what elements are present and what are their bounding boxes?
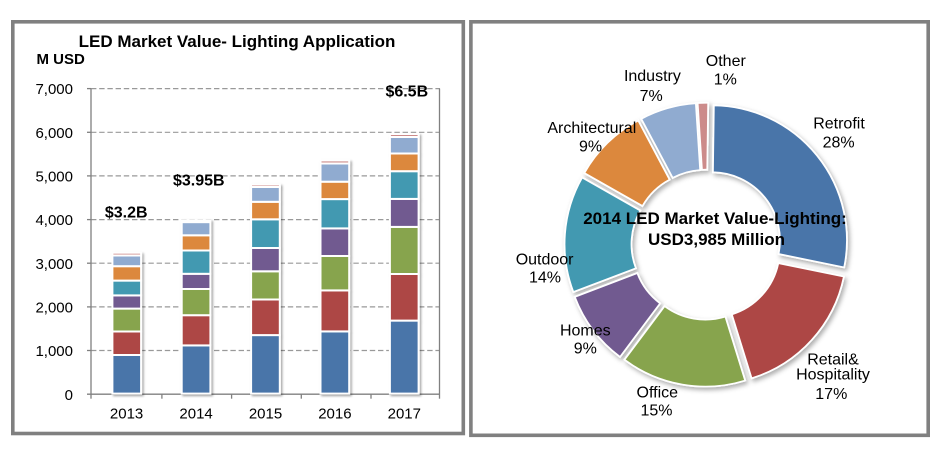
svg-text:1,000: 1,000	[35, 343, 73, 360]
svg-text:28%: 28%	[823, 135, 855, 152]
svg-text:Office: Office	[637, 385, 679, 402]
svg-text:2014: 2014	[179, 406, 212, 423]
svg-text:Outdoor: Outdoor	[516, 251, 574, 268]
svg-text:2014 LED Market Value-Lighting: 2014 LED Market Value-Lighting:	[583, 209, 847, 228]
svg-text:9%: 9%	[574, 341, 597, 358]
svg-text:3,000: 3,000	[35, 256, 73, 273]
svg-text:9%: 9%	[579, 139, 602, 156]
svg-text:7%: 7%	[640, 88, 663, 105]
svg-text:2016: 2016	[318, 406, 351, 423]
svg-text:6,000: 6,000	[35, 125, 73, 142]
svg-text:1%: 1%	[714, 71, 737, 88]
svg-text:Architectural: Architectural	[547, 120, 636, 137]
svg-text:Other: Other	[706, 53, 747, 70]
svg-text:M USD: M USD	[37, 51, 86, 68]
svg-text:15%: 15%	[640, 403, 672, 420]
svg-text:2013: 2013	[110, 406, 143, 423]
svg-text:Industry: Industry	[624, 68, 681, 85]
svg-text:2,000: 2,000	[35, 300, 73, 317]
svg-text:14%: 14%	[529, 270, 561, 287]
svg-text:Retail&: Retail&	[807, 352, 859, 369]
svg-text:Homes: Homes	[560, 323, 611, 340]
svg-text:USD3,985 Million: USD3,985 Million	[648, 230, 785, 249]
svg-text:$3.2B: $3.2B	[105, 204, 148, 221]
svg-text:Hospitality: Hospitality	[796, 367, 870, 384]
svg-text:$6.5B: $6.5B	[385, 84, 428, 101]
svg-text:4,000: 4,000	[35, 212, 73, 229]
svg-text:Retrofit: Retrofit	[813, 115, 865, 132]
svg-text:0: 0	[65, 387, 73, 404]
svg-text:17%: 17%	[815, 386, 847, 403]
svg-text:2017: 2017	[388, 406, 421, 423]
svg-text:$3.95B: $3.95B	[173, 173, 225, 190]
svg-text:LED Market Value- Lighting App: LED Market Value- Lighting Application	[79, 32, 396, 51]
svg-text:2015: 2015	[249, 406, 282, 423]
svg-text:5,000: 5,000	[35, 169, 73, 186]
svg-text:7,000: 7,000	[35, 81, 73, 98]
